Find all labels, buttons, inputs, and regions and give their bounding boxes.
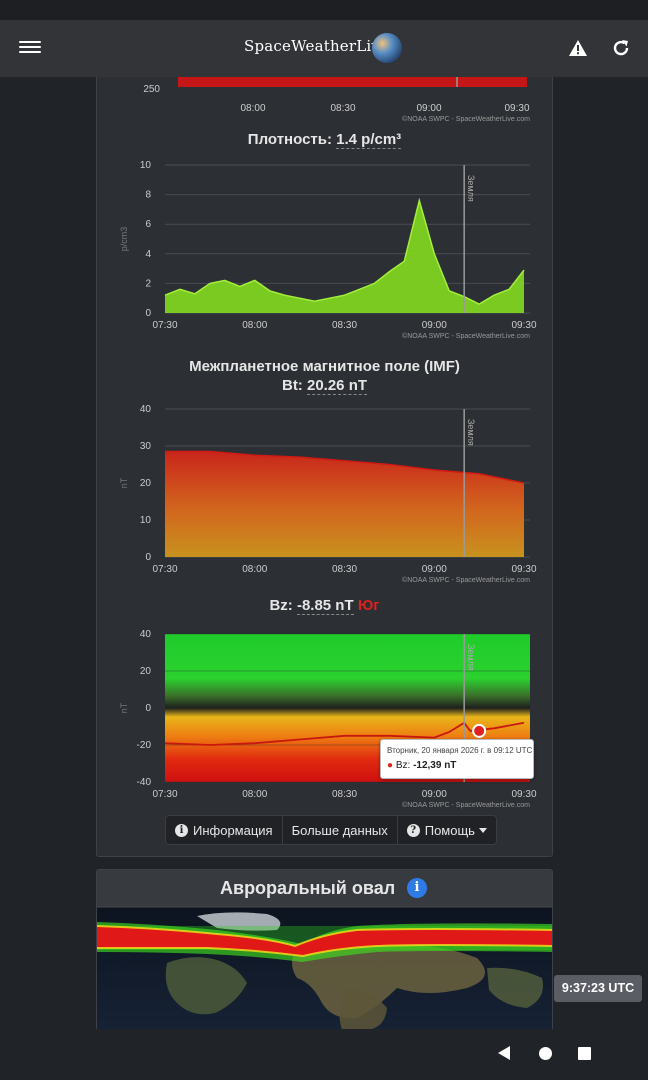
tooltip-value: -12,39 nT: [413, 760, 457, 771]
top-app-bar: SpaceWeatherLive: [0, 20, 648, 77]
earth-marker-label: Земля: [466, 644, 476, 671]
y-tick-label: 30: [140, 441, 152, 452]
back-icon[interactable]: [498, 1046, 510, 1060]
bt-title-label: Bt:: [281, 377, 303, 394]
tooltip-series: Bz:: [395, 760, 411, 771]
x-tick-label: 07:30: [152, 789, 177, 800]
tooltip-date: Вторник, 20 января 2026 г. в 09:12 UTC: [387, 746, 533, 755]
bz-direction: Юг: [357, 597, 380, 614]
more-data-label: Больше данных: [291, 822, 388, 838]
caret-down-icon: [478, 827, 487, 833]
y-tick-label: 40: [140, 404, 152, 415]
speed-chart: 250 08:00 08:30 09:00 09:30 ©NOAA SWPC -…: [143, 77, 530, 123]
aurora-oval-map[interactable]: [97, 908, 552, 1030]
aurora-title: Авроральный овал: [220, 878, 396, 898]
bz-title: Bz: -8.85 nT Юг: [97, 597, 552, 615]
x-tick-label: 08:00: [242, 789, 267, 800]
speed-x-tick: 08:30: [330, 103, 355, 114]
y-tick-label: -40: [137, 777, 152, 788]
bz-title-label: Bz:: [269, 597, 293, 614]
site-logo[interactable]: SpaceWeatherLive: [244, 37, 390, 55]
x-tick-label: 08:30: [332, 564, 357, 575]
chart-credit: ©NOAA SWPC - SpaceWeatherLive.com: [402, 801, 530, 809]
y-tick-label: 4: [145, 249, 151, 260]
density-title-label: Плотность:: [247, 131, 332, 148]
y-tick-label: 20: [140, 478, 152, 489]
chart-credit: ©NOAA SWPC - SpaceWeatherLive.com: [402, 576, 530, 584]
recent-apps-icon[interactable]: [578, 1047, 591, 1060]
x-tick-label: 09:00: [422, 789, 447, 800]
chart-credit: ©NOAA SWPC - SpaceWeatherLive.com: [402, 332, 530, 340]
x-tick-label: 08:30: [332, 789, 357, 800]
y-tick-label: 10: [140, 160, 152, 171]
earth-marker-label: Земля: [466, 419, 476, 446]
help-label: Помощь: [424, 822, 475, 838]
x-tick-label: 09:30: [512, 564, 537, 575]
y-tick-label: 2: [145, 278, 151, 289]
info-button[interactable]: i Информация: [166, 816, 283, 844]
earth-marker-label: Земля: [466, 175, 476, 202]
bz-tooltip: Вторник, 20 января 2026 г. в 09:12 UTC ●…: [380, 739, 534, 779]
y-tick-label: 6: [145, 219, 151, 230]
y-tick-label: -20: [137, 740, 152, 751]
speed-x-tick: 08:00: [240, 103, 265, 114]
imf-title: Межпланетное магнитное поле (IMF): [189, 358, 460, 375]
y-tick-label: 8: [145, 190, 151, 201]
x-tick-label: 07:30: [152, 564, 177, 575]
y-axis-label: p/cm3: [119, 227, 129, 252]
info-icon: i: [175, 823, 188, 837]
info-button-label: Информация: [193, 822, 273, 838]
bt-value[interactable]: 20.26 nT: [306, 377, 368, 395]
x-tick-label: 07:30: [152, 320, 177, 331]
aurora-card: Авроральный овал i: [96, 869, 553, 1031]
y-tick-label: 20: [140, 666, 152, 677]
density-chart: 0 2 4 6 8 10 07:30 08:00 08:30 09:00 09:30 p/cm3 ©NO…: [119, 160, 537, 340]
x-tick-label: 08:00: [242, 320, 267, 331]
speed-y-tick: 250: [143, 84, 160, 95]
y-tick-label: 0: [145, 308, 151, 319]
x-tick-label: 09:00: [422, 564, 447, 575]
hamburger-menu-icon[interactable]: [19, 38, 41, 58]
y-tick-label: 40: [140, 629, 152, 640]
system-navigation-bar: [0, 1029, 648, 1080]
help-dropdown-button[interactable]: ? Помощь: [398, 816, 496, 844]
tooltip-dot-icon: ●: [387, 760, 394, 771]
question-circle-icon: ?: [406, 823, 420, 837]
y-axis-label: nT: [119, 702, 129, 713]
chart-credit: ©NOAA SWPC - SpaceWeatherLive.com: [402, 115, 530, 123]
density-value[interactable]: 1.4 p/cm³: [336, 131, 402, 149]
reload-icon[interactable]: [611, 38, 631, 58]
y-tick-label: 0: [145, 703, 151, 714]
y-tick-label: 0: [145, 552, 151, 563]
density-title: Плотность: 1.4 p/cm³: [97, 131, 552, 149]
speed-area: [178, 77, 527, 87]
utc-clock: 9:37:23 UTC: [554, 975, 642, 1002]
x-tick-label: 09:30: [512, 320, 537, 331]
x-tick-label: 08:30: [332, 320, 357, 331]
tooltip-value-row: ● Bz: -12,39 nT: [387, 760, 456, 771]
solar-wind-card: 250 08:00 08:30 09:00 09:30 ©NOAA SWPC -…: [96, 77, 553, 857]
y-axis-label: nT: [119, 477, 129, 488]
home-icon[interactable]: [539, 1047, 552, 1060]
system-status-bar: [0, 0, 648, 20]
chart-button-group: i Информация Больше данных ? Помощь: [165, 815, 497, 845]
bt-chart: 0 10 20 30 40 07:30 08:00 08:30 09:00 09:30 nT ©NOA…: [119, 404, 537, 584]
speed-x-tick: 09:30: [504, 103, 529, 114]
globe-logo-icon: [372, 33, 402, 63]
bt-title: Межпланетное магнитное поле (IMF) Bt: 20…: [97, 357, 552, 395]
highlight-point: [472, 723, 487, 738]
series-area: [165, 200, 524, 313]
series-area: [165, 451, 524, 557]
x-tick-label: 09:00: [422, 320, 447, 331]
warning-triangle-icon[interactable]: [568, 38, 588, 58]
info-circle-icon[interactable]: i: [407, 878, 427, 898]
bz-value[interactable]: -8.85 nT: [296, 597, 354, 615]
y-tick-label: 10: [140, 515, 152, 526]
aurora-card-header: Авроральный овал i: [97, 870, 552, 907]
x-tick-label: 09:30: [512, 789, 537, 800]
speed-x-tick: 09:00: [416, 103, 441, 114]
bz-chart: -40 -20 0 20 40 07:30 08:00 08:30 09:00 09:30 nT ©N…: [119, 629, 537, 809]
more-data-button[interactable]: Больше данных: [283, 816, 398, 844]
x-tick-label: 08:00: [242, 564, 267, 575]
